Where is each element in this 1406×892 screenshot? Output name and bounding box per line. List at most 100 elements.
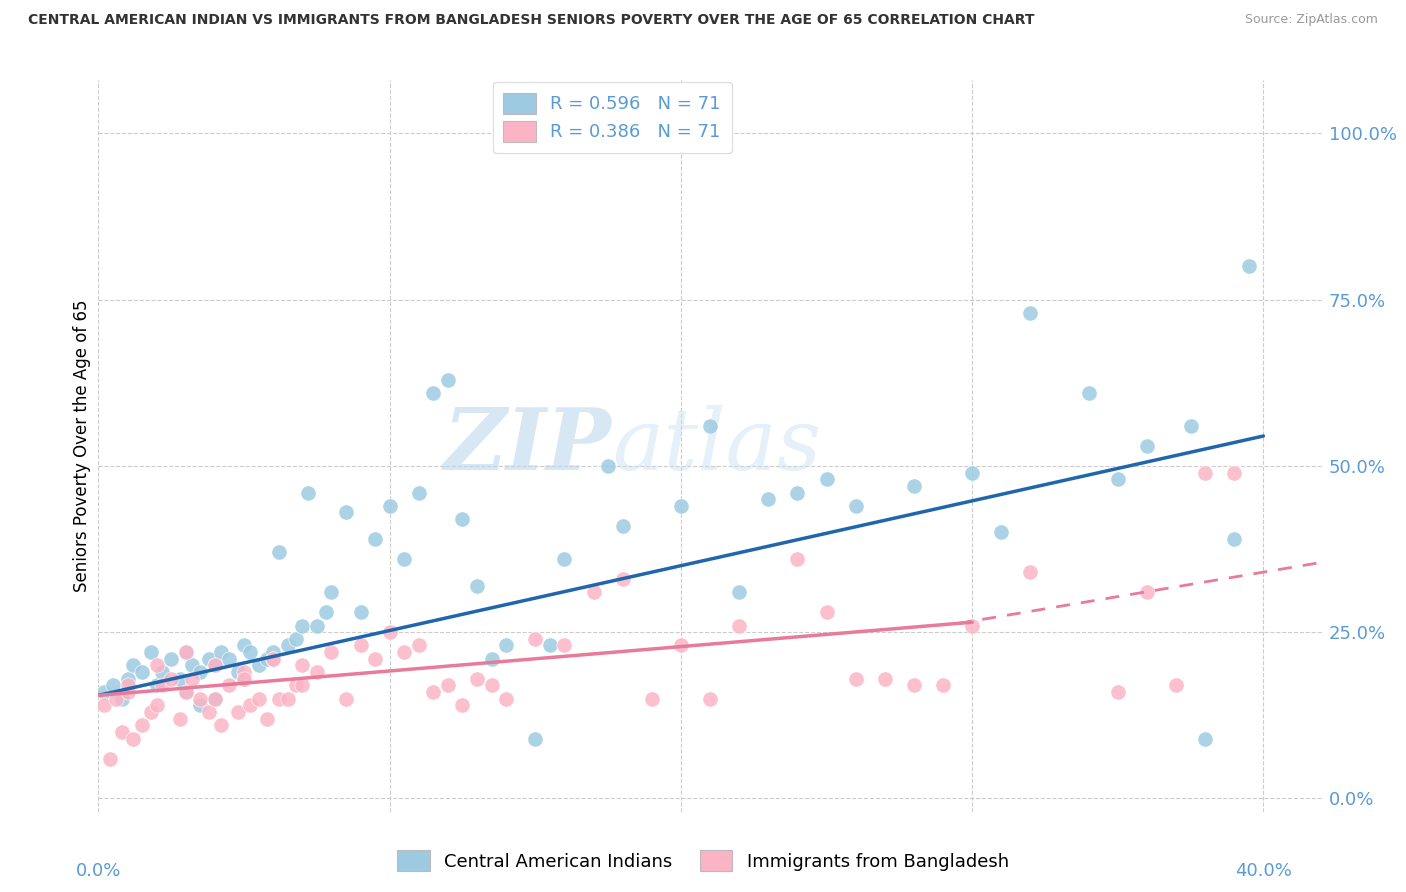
Point [1107,472,1129,486]
Point [1164,678,1187,692]
Point [285,632,308,646]
Point [524,632,547,646]
Point [960,466,983,480]
Point [465,672,488,686]
Point [169,712,191,726]
Point [117,678,139,692]
Point [990,525,1012,540]
Point [612,518,634,533]
Point [204,691,226,706]
Point [408,639,430,653]
Point [960,618,983,632]
Point [188,691,212,706]
Point [392,552,416,566]
Point [669,499,692,513]
Point [174,685,197,699]
Point [233,639,256,653]
Point [1019,306,1042,320]
Text: atlas: atlas [612,405,821,487]
Point [145,698,167,713]
Point [1194,731,1216,746]
Point [465,579,488,593]
Point [1107,685,1129,699]
Point [285,678,308,692]
Point [553,639,575,653]
Point [233,665,256,679]
Point [437,678,460,692]
Point [198,652,221,666]
Point [139,705,162,719]
Point [786,552,808,566]
Point [291,658,314,673]
Point [378,499,401,513]
Point [247,691,270,706]
Point [582,585,605,599]
Point [815,605,838,619]
Point [321,645,343,659]
Point [169,672,191,686]
Point [160,652,183,666]
Point [262,652,284,666]
Point [335,506,357,520]
Point [239,698,262,713]
Point [1237,260,1260,274]
Point [1223,466,1246,480]
Y-axis label: Seniors Poverty Over the Age of 65: Seniors Poverty Over the Age of 65 [73,300,91,592]
Text: 40.0%: 40.0% [1234,862,1292,880]
Point [786,485,808,500]
Point [364,532,387,546]
Point [277,639,299,653]
Point [256,712,278,726]
Point [349,605,371,619]
Point [364,652,387,666]
Point [131,718,153,732]
Point [98,751,121,765]
Point [145,658,167,673]
Point [262,645,284,659]
Point [277,691,299,706]
Point [481,678,503,692]
Point [117,672,139,686]
Point [247,658,270,673]
Point [174,685,197,699]
Point [699,691,721,706]
Point [1136,439,1159,453]
Point [188,665,212,679]
Point [139,645,162,659]
Point [335,691,357,706]
Point [204,658,226,673]
Point [845,499,868,513]
Point [903,678,925,692]
Point [267,691,290,706]
Point [233,672,256,686]
Point [903,479,925,493]
Point [422,685,444,699]
Point [699,419,721,434]
Point [873,672,896,686]
Point [1077,385,1099,400]
Point [174,645,197,659]
Point [291,678,314,692]
Point [815,472,838,486]
Point [174,645,197,659]
Point [728,585,751,599]
Legend: R = 0.596   N = 71, R = 0.386   N = 71: R = 0.596 N = 71, R = 0.386 N = 71 [492,82,731,153]
Point [188,698,212,713]
Point [596,458,619,473]
Point [641,691,664,706]
Point [349,639,371,653]
Point [152,678,174,692]
Point [226,705,249,719]
Point [131,665,153,679]
Point [104,691,127,706]
Point [122,658,145,673]
Point [1194,466,1216,480]
Point [1223,532,1246,546]
Point [451,512,474,526]
Point [553,552,575,566]
Point [218,678,240,692]
Text: ZIP: ZIP [444,404,612,488]
Point [845,672,868,686]
Point [233,672,256,686]
Text: CENTRAL AMERICAN INDIAN VS IMMIGRANTS FROM BANGLADESH SENIORS POVERTY OVER THE A: CENTRAL AMERICAN INDIAN VS IMMIGRANTS FR… [28,13,1035,28]
